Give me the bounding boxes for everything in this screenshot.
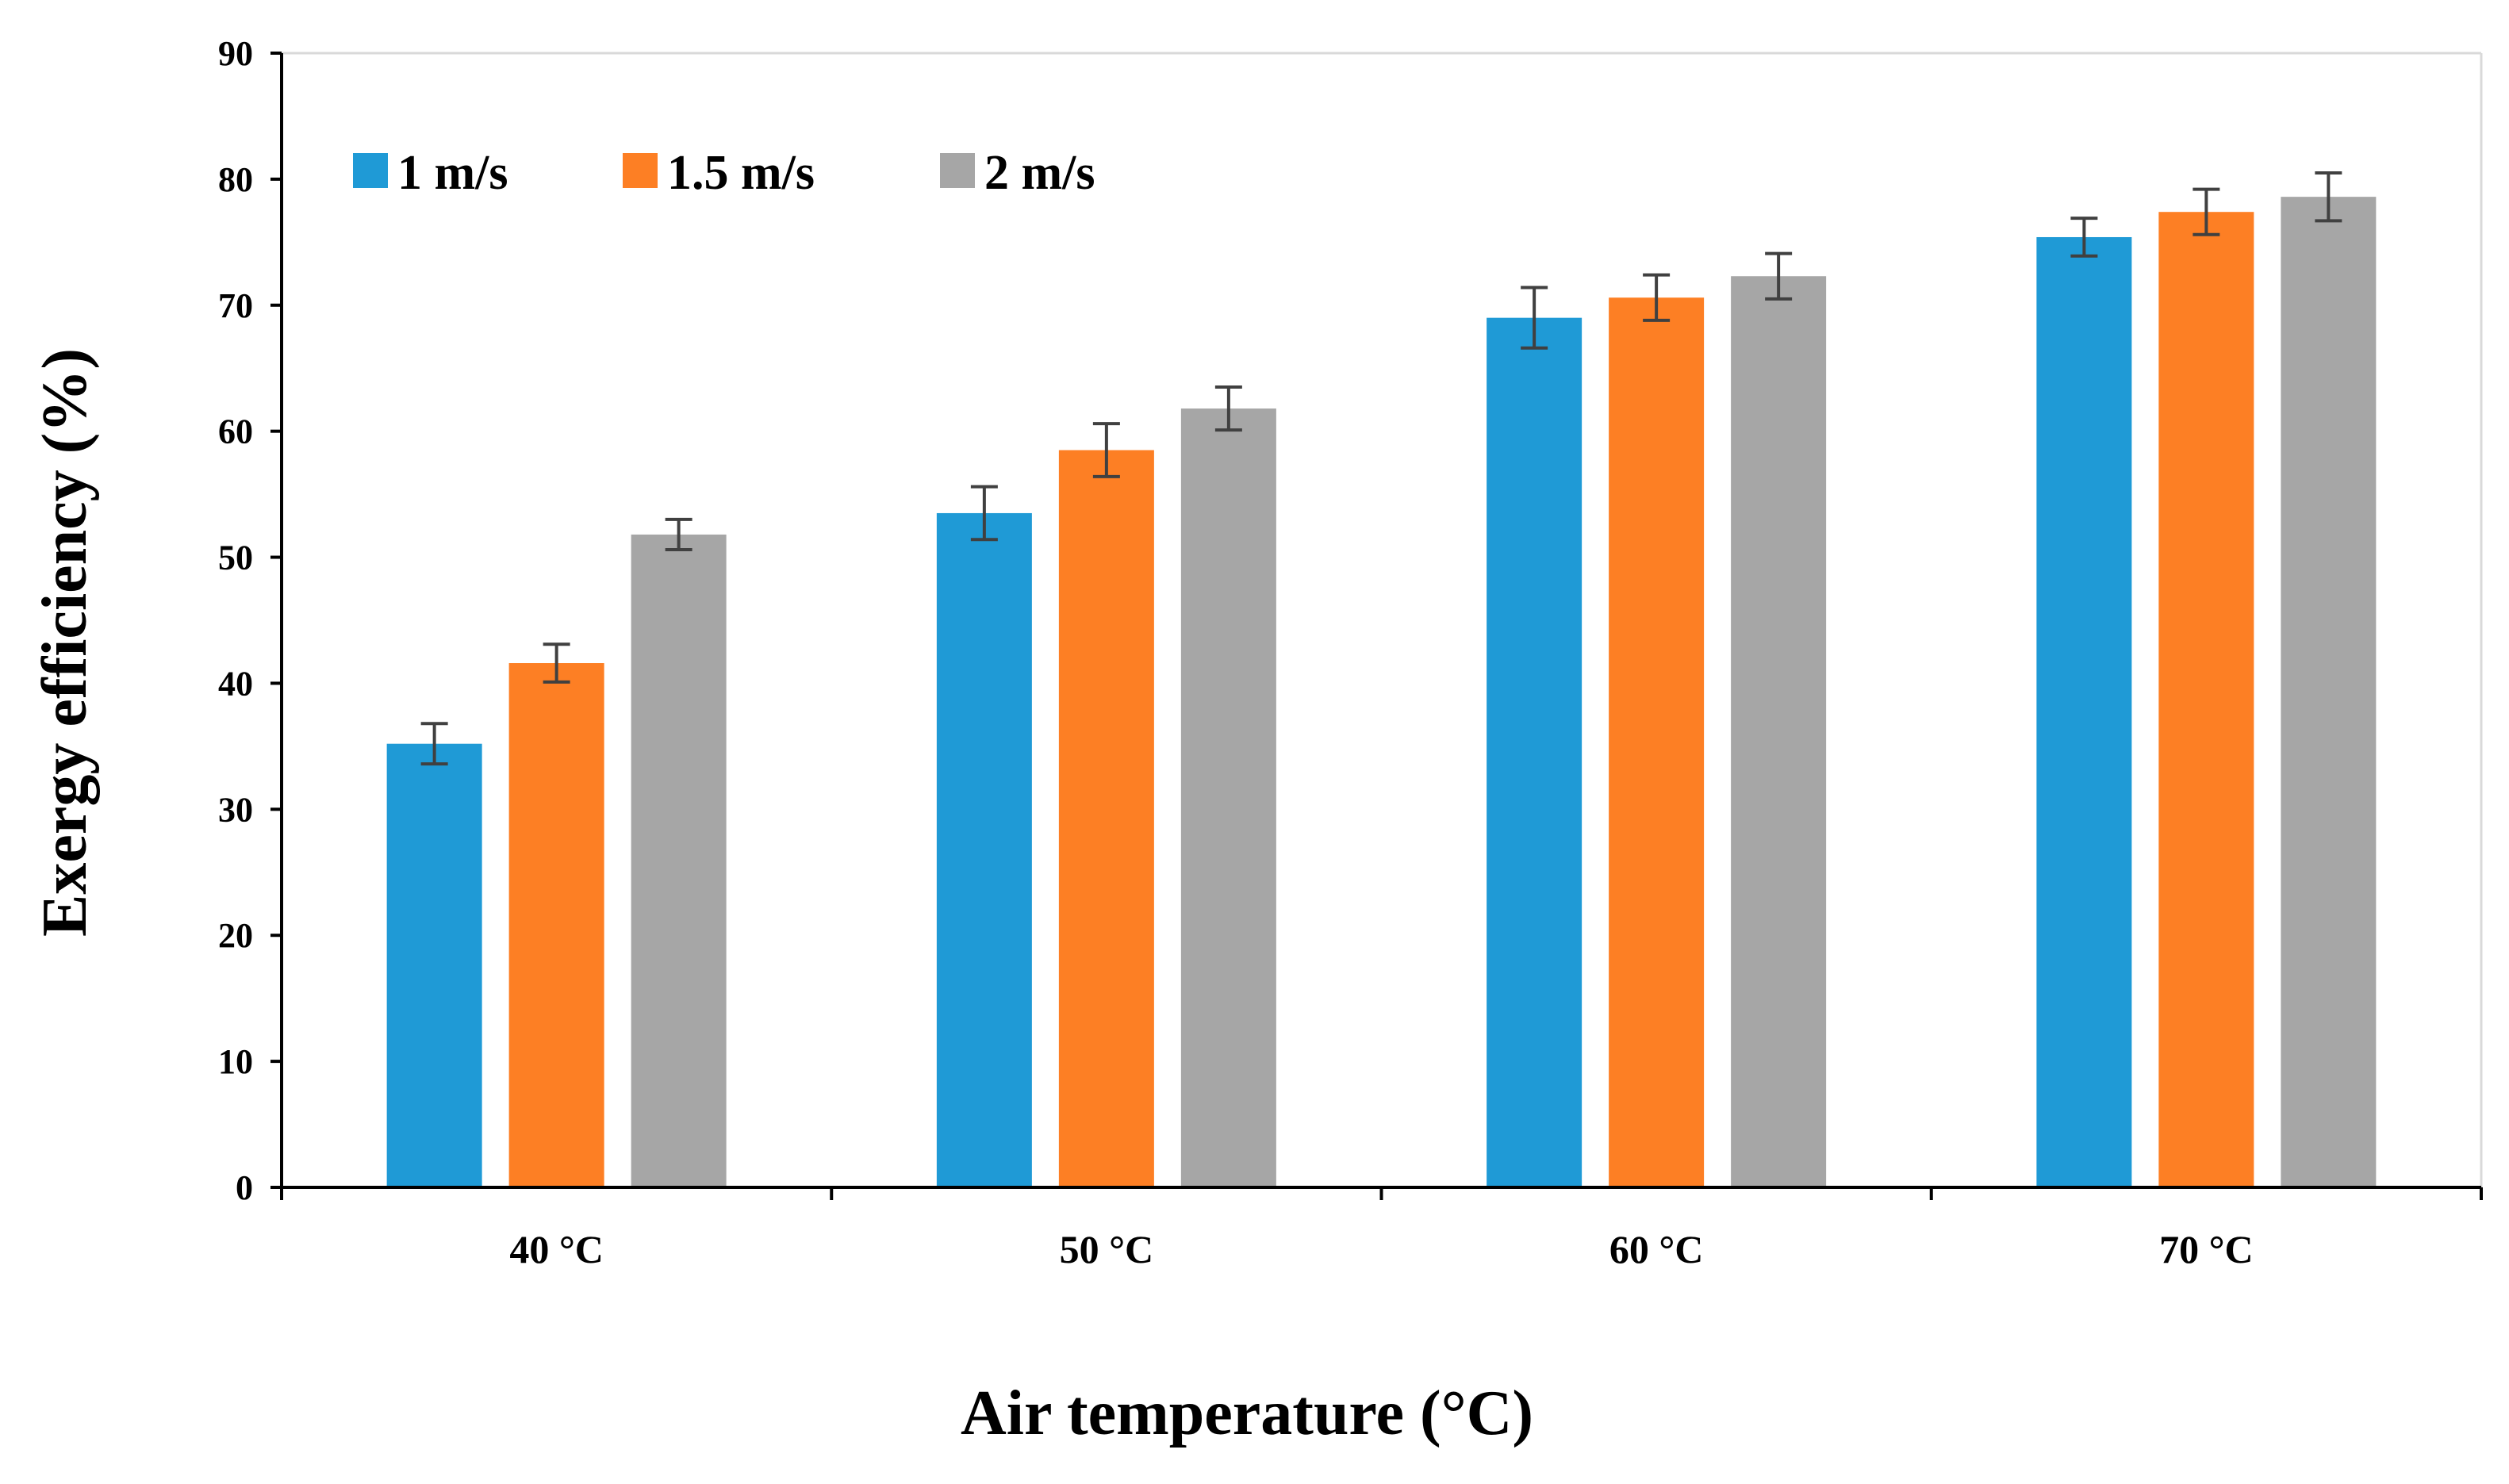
legend-label: 1 m/s <box>397 146 508 200</box>
y-tick-label: 80 <box>218 160 253 199</box>
y-axis-title: Exergy efficiency (%) <box>30 348 100 937</box>
axes-layer: 0 10 20 30 40 50 60 70 80 90 40 °C 50 °C 60 °C 70 °C <box>218 34 2483 1271</box>
x-axis-title: Air temperature (°C) <box>961 1379 1533 1448</box>
bar-2-m-s-1 <box>1180 408 1276 1187</box>
y-tick-label: 20 <box>218 916 253 955</box>
bar-1-m-s-1 <box>936 512 1032 1187</box>
bar-1-5-m-s-2 <box>1609 297 1705 1188</box>
x-category-label: 40 °C <box>509 1227 604 1271</box>
y-tick-label: 90 <box>218 34 253 73</box>
y-tick-label: 0 <box>236 1168 253 1207</box>
bar-1-5-m-s-3 <box>2158 212 2254 1188</box>
bar-1-5-m-s-1 <box>1058 450 1154 1187</box>
y-tick-label: 40 <box>218 664 253 703</box>
legend-label: 1.5 m/s <box>667 146 815 200</box>
y-tick-label: 60 <box>218 412 253 451</box>
y-tick-label: 50 <box>218 539 253 577</box>
error-bars-layer <box>420 171 2342 766</box>
bar-1-m-s-2 <box>1487 317 1583 1188</box>
legend-swatch <box>940 153 975 188</box>
legend-swatch <box>623 153 658 188</box>
bar-1-m-s-3 <box>2036 236 2132 1187</box>
y-tick-label: 10 <box>218 1042 253 1081</box>
bar-2-m-s-0 <box>631 534 727 1187</box>
x-category-label: 70 °C <box>2159 1227 2254 1271</box>
bar-2-m-s-2 <box>1731 276 1827 1187</box>
x-category-label: 50 °C <box>1060 1227 1154 1271</box>
plot-frame <box>282 52 2483 1187</box>
bar-1-5-m-s-0 <box>508 663 604 1187</box>
x-category-label: 60 °C <box>1609 1227 1704 1271</box>
legend: 1 m/s 1.5 m/s 2 m/s <box>353 146 1095 200</box>
y-tick-label: 70 <box>218 286 253 325</box>
legend-swatch <box>353 153 388 188</box>
legend-label: 2 m/s <box>984 146 1095 200</box>
bar-1-m-s-0 <box>386 743 482 1187</box>
bars-layer <box>386 197 2377 1188</box>
bar-2-m-s-3 <box>2281 197 2377 1188</box>
y-tick-label: 30 <box>218 790 253 829</box>
